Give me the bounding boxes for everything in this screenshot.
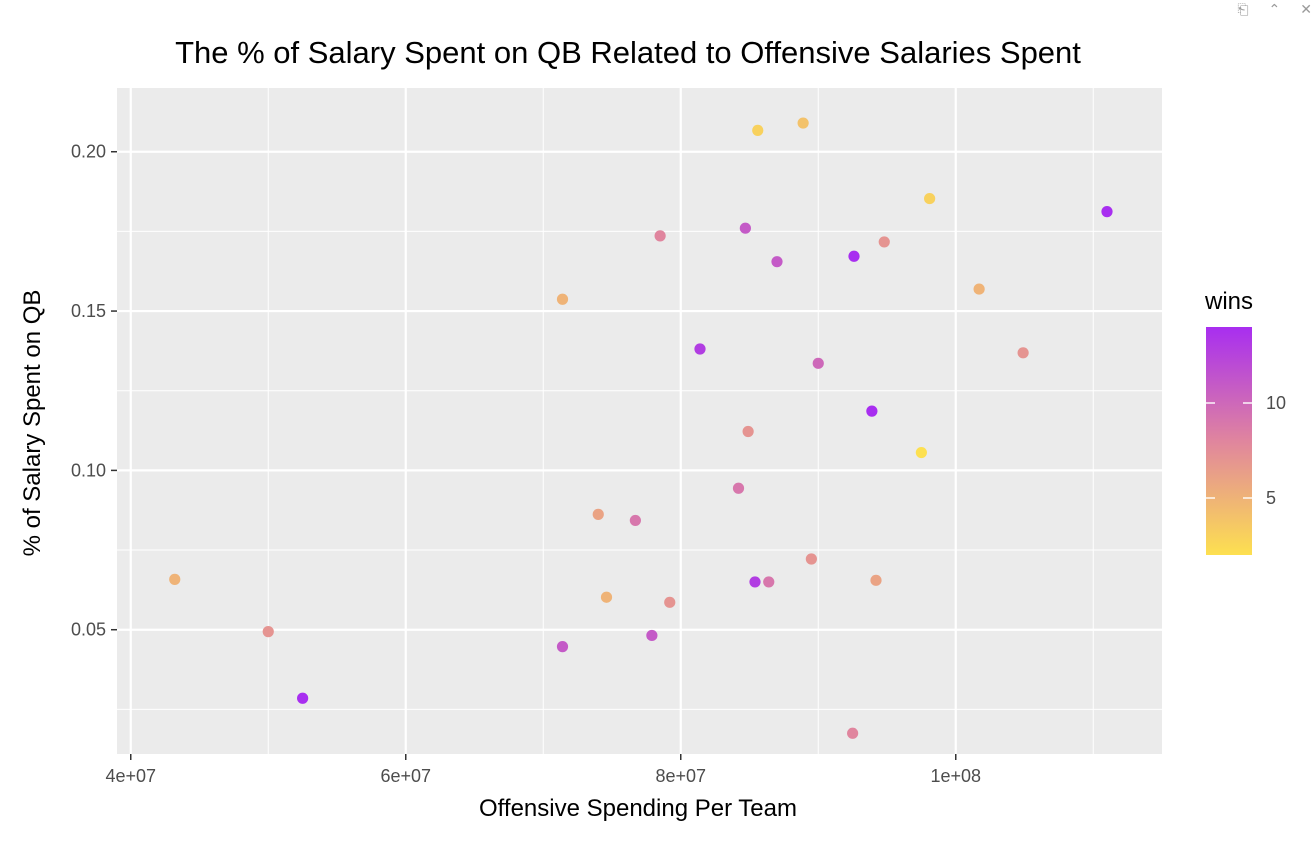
y-tick-label: 0.20 <box>71 142 106 162</box>
data-point <box>915 446 927 459</box>
color-legend: wins 5 10 <box>1204 288 1286 555</box>
data-point <box>646 629 658 642</box>
data-point <box>732 482 745 494</box>
data-point <box>592 508 604 520</box>
data-point <box>556 641 569 653</box>
data-point <box>749 576 761 588</box>
data-point <box>742 425 754 438</box>
x-tick-label: 6e+07 <box>380 766 431 786</box>
plot-panel <box>117 88 1162 754</box>
data-point <box>924 192 936 205</box>
data-point <box>870 574 882 586</box>
grid-minor <box>117 88 1162 754</box>
data-point <box>654 230 666 242</box>
data-point <box>812 357 824 369</box>
data-point <box>973 283 985 295</box>
y-tick-label: 0.10 <box>71 460 106 480</box>
data-point <box>847 727 859 739</box>
data-point <box>739 222 751 234</box>
collapse-icon[interactable]: ⌃ <box>1268 1 1281 17</box>
y-axis: 0.05 0.10 0.15 0.20 <box>71 142 117 640</box>
legend-title: wins <box>1204 288 1253 315</box>
x-axis-title: Offensive Spending Per Team <box>479 795 797 822</box>
data-point <box>629 514 641 527</box>
data-point <box>752 124 764 136</box>
data-point <box>763 576 775 588</box>
y-tick-label: 0.05 <box>71 620 106 640</box>
x-tick-label: 8e+07 <box>655 766 706 786</box>
close-icon[interactable]: ✕ <box>1300 1 1312 17</box>
data-points <box>169 117 1113 739</box>
export-icon[interactable]: ⎗ <box>1237 1 1249 17</box>
legend-label: 5 <box>1266 488 1276 508</box>
legend-ticks: 5 10 <box>1206 393 1286 508</box>
data-point <box>797 117 809 129</box>
data-point <box>169 573 181 585</box>
data-point <box>866 405 878 417</box>
x-tick-label: 4e+07 <box>105 766 156 786</box>
data-point <box>600 591 613 603</box>
data-point <box>771 256 783 268</box>
data-point <box>878 236 890 248</box>
x-tick-label: 1e+08 <box>930 766 981 786</box>
y-tick-label: 0.15 <box>71 301 106 321</box>
data-point <box>1101 206 1113 218</box>
data-point <box>694 343 706 355</box>
chart-title: The % of Salary Spent on QB Related to O… <box>175 35 1081 70</box>
data-point <box>297 692 309 704</box>
legend-label: 10 <box>1266 393 1286 413</box>
x-axis: 4e+07 6e+07 8e+07 1e+08 <box>105 754 981 786</box>
legend-colorbar <box>1206 327 1252 555</box>
data-point <box>848 250 860 262</box>
data-point <box>556 293 569 305</box>
grid-major <box>117 88 1162 754</box>
viewer-toolbar: ⎗ ⌃ ✕ <box>1237 0 1312 18</box>
data-point <box>664 596 676 608</box>
data-point <box>1017 347 1029 359</box>
data-point <box>805 553 817 565</box>
data-point <box>262 626 274 638</box>
y-axis-title: % of Salary Spent on QB <box>19 290 46 557</box>
